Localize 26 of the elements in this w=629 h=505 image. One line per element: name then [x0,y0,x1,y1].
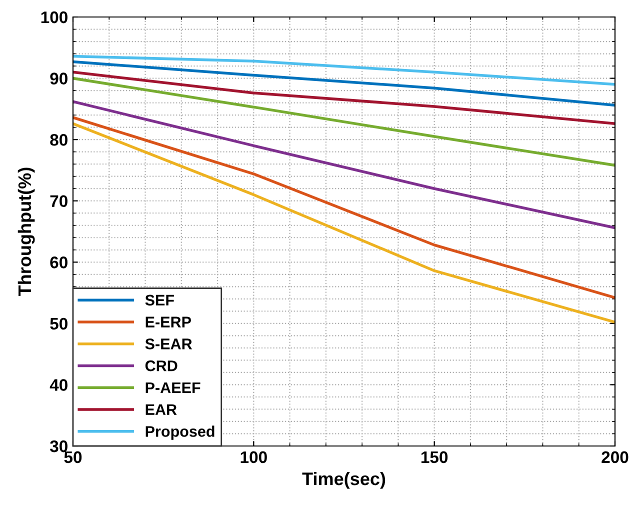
y-tick-label: 60 [50,256,68,268]
x-tick-label: 150 [421,451,448,464]
legend-label: P-AEEF [146,382,200,393]
y-tick-label: 50 [50,318,68,330]
legend-label: EAR [146,404,177,415]
line-series [73,76,615,167]
y-tick-label: 80 [50,134,68,146]
y-tick-label: 40 [50,379,68,391]
legend-label: S-EAR [145,338,192,350]
y-tick-label: 90 [50,72,68,84]
x-tick-label: 100 [240,451,267,464]
legend-label: SEF [145,294,174,306]
y-tick-label: 30 [50,440,68,452]
legend-label: CRD [145,360,178,372]
y-tick-label: 70 [50,195,68,208]
legend-label: Proposed [146,426,214,440]
legend-label: E-ERP [146,316,191,328]
line-series [73,54,615,86]
x-tick-label: 200 [602,451,628,464]
x-tick-label: 50 [64,451,82,464]
x-axis-title: Time(sec) [302,472,386,489]
line-series [73,70,615,126]
y-tick-label: 100 [41,11,68,24]
line-series [73,60,615,107]
y-axis-title: Throughput(%) [18,168,35,296]
line-series [73,100,615,230]
